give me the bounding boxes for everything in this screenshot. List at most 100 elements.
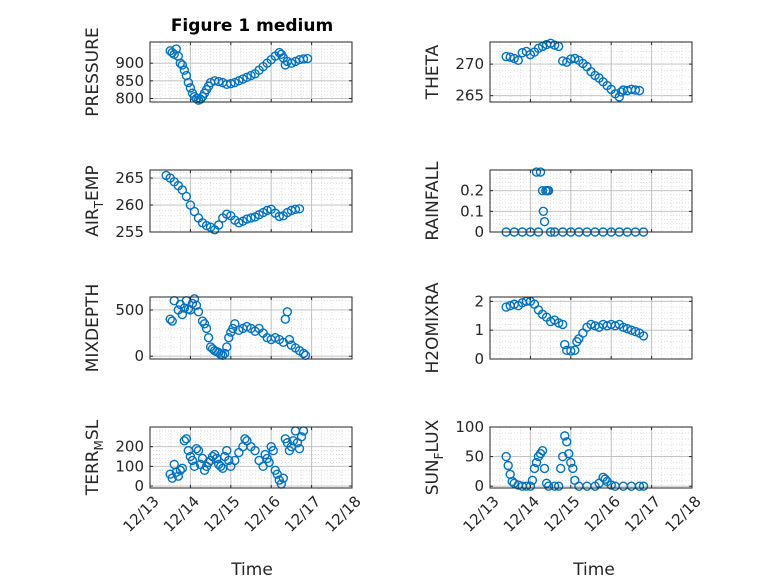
data-point [606, 480, 616, 490]
y-axis-label: MIXDEPTH [83, 284, 103, 373]
y-axis-label: H2OMIXRA [423, 282, 443, 373]
data-point [203, 333, 214, 343]
data-point [538, 206, 549, 217]
data-point [201, 323, 212, 334]
x-tick-label: 12/16 [581, 492, 624, 535]
data-point [220, 348, 230, 359]
y-tick-label: 0 [134, 477, 144, 495]
data-point [537, 185, 548, 196]
data-point [566, 346, 576, 356]
data-point [535, 167, 546, 177]
data-point [191, 443, 202, 454]
y-axis-label: RAINFALL [423, 161, 443, 241]
y-tick-label: 0.2 [460, 182, 484, 200]
y-tick-label: 100 [455, 418, 484, 436]
data-point [226, 78, 236, 89]
y-tick-label: 500 [115, 301, 144, 319]
data-point [175, 465, 186, 475]
x-tick-label: 12/17 [281, 492, 324, 535]
data-point [560, 431, 570, 441]
data-point [199, 319, 210, 329]
data-point [175, 58, 186, 68]
data-point [549, 481, 560, 491]
data-point [230, 319, 240, 329]
y-tick-label: 265 [455, 87, 484, 105]
data-point [553, 481, 564, 491]
data-point [630, 326, 641, 337]
data-point [531, 457, 542, 468]
axes-box [489, 296, 693, 360]
data-point [600, 474, 610, 484]
data-point [560, 339, 570, 350]
figure-title: Figure 1 medium [171, 16, 333, 36]
y-tick-label: 850 [115, 72, 144, 90]
y-axis-label: THETA [423, 44, 443, 100]
data-point [638, 331, 649, 341]
data-point [165, 314, 175, 324]
data-point [513, 55, 523, 66]
data-point [177, 60, 188, 70]
data-point [294, 443, 305, 454]
axes-box [489, 41, 693, 103]
data-point [549, 40, 560, 50]
data-point [622, 324, 633, 334]
y-tick-label: 255 [115, 223, 144, 241]
data-point [167, 316, 177, 326]
x-tick-label: 12/16 [241, 492, 284, 535]
y-tick-label: 0 [134, 347, 144, 365]
data-point [556, 463, 566, 474]
data-point [294, 204, 305, 214]
data-point [179, 436, 190, 446]
data-point [568, 463, 578, 474]
data-point [274, 211, 284, 222]
subplot-theta: 265 270 [455, 38, 693, 105]
x-tick-label: 12/18 [321, 492, 364, 535]
data-point [246, 213, 256, 223]
data-point [505, 52, 515, 62]
data-point [503, 460, 513, 471]
data-point [586, 319, 596, 330]
data-point [185, 200, 196, 210]
data-point [543, 481, 554, 491]
axes-box [149, 296, 353, 360]
y-axis-label: TERRMSL [83, 419, 106, 496]
data-point [177, 463, 188, 474]
data-point [618, 322, 629, 332]
x-tick-label: 12/18 [661, 492, 704, 535]
data-point [284, 334, 295, 345]
y-tick-label: 2 [474, 292, 484, 310]
data-point [614, 92, 624, 102]
data-point [501, 302, 511, 312]
data-point [250, 445, 260, 456]
x-tick-label: 12/15 [540, 492, 583, 535]
data-point [173, 471, 183, 481]
data-point [282, 307, 293, 317]
y-tick-label: 0.1 [460, 202, 484, 220]
data-point [626, 325, 637, 335]
subplot-mixdepth: 0 500 [115, 294, 353, 365]
y-tick-label: 0 [474, 477, 484, 495]
data-point [564, 448, 574, 459]
data-point [539, 463, 550, 474]
data-point [177, 185, 188, 195]
x-tick-label: 12/13 [459, 492, 502, 535]
y-axis-label: SUNFLUX [423, 419, 446, 495]
data-point [531, 167, 542, 177]
data-point [558, 319, 568, 330]
data-point [525, 481, 536, 491]
subplot-rainfall: 0 0.1 0.2 [460, 167, 693, 241]
data-point [240, 434, 250, 444]
axes-box [149, 41, 353, 103]
x-tick-label: 12/14 [500, 492, 543, 535]
data-point [570, 345, 580, 356]
data-point [193, 445, 204, 456]
x-tick-label: 12/13 [119, 492, 162, 535]
data-point [298, 348, 309, 359]
x-tick-label: 12/15 [200, 492, 243, 535]
data-point [268, 445, 278, 456]
y-tick-label: 200 [115, 438, 144, 456]
data-point [616, 87, 626, 97]
